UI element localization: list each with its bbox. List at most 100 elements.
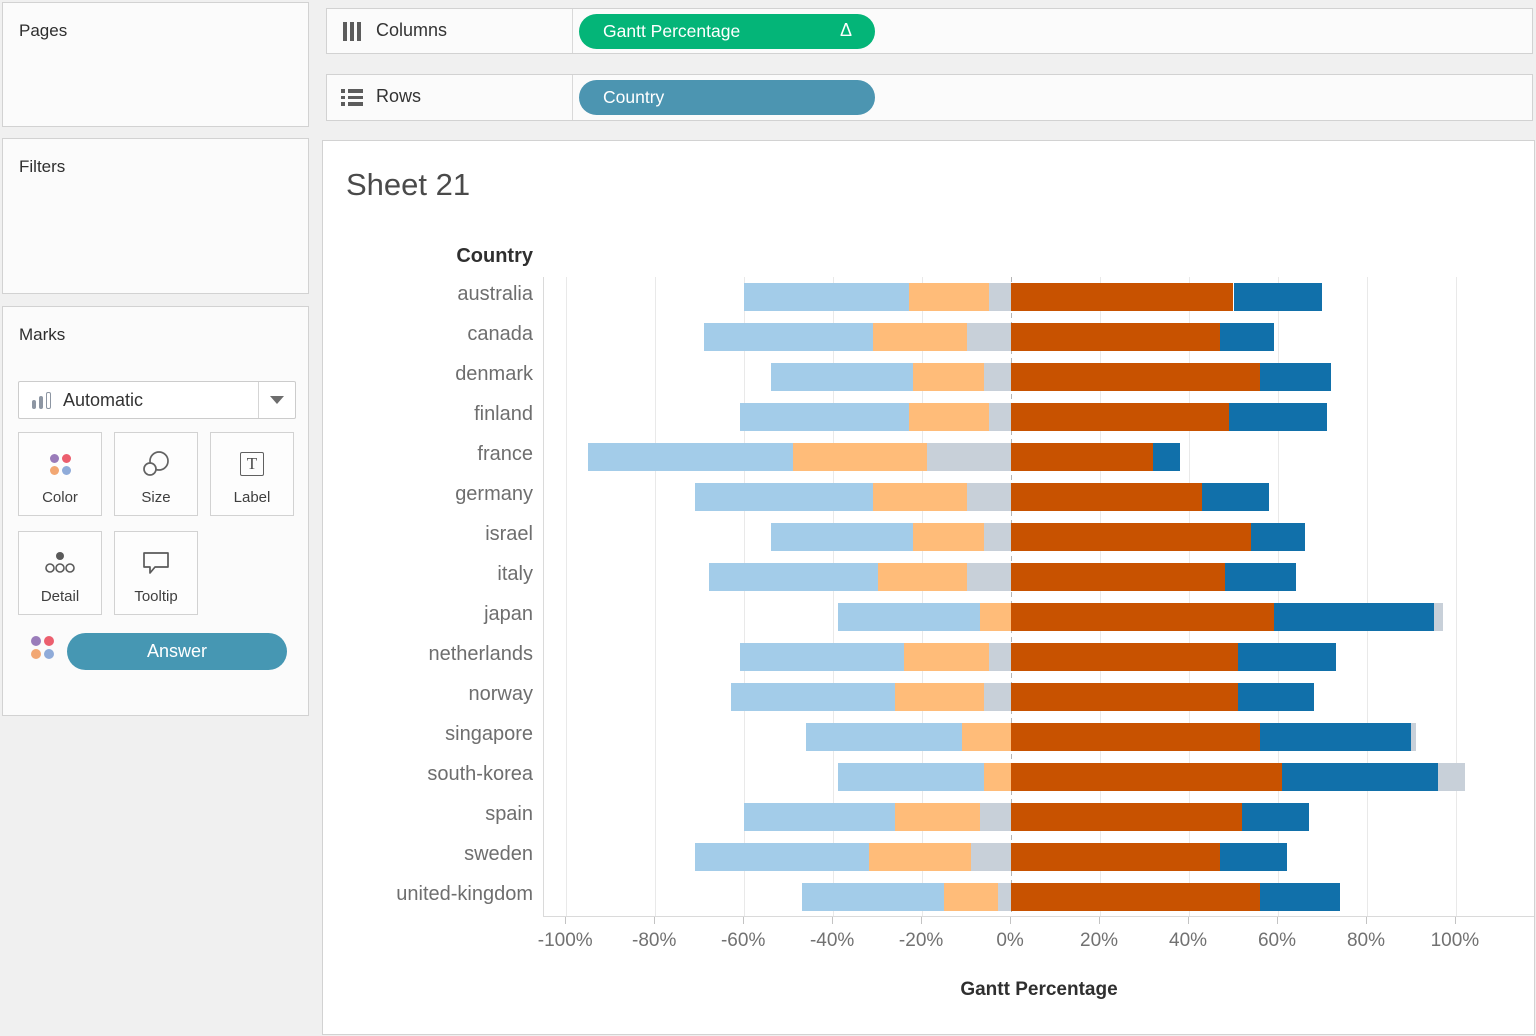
bar-segment-singapore-dark_blue[interactable] [1260,723,1412,751]
bar-segment-netherlands-light_blue[interactable] [739,643,905,671]
bar-segment-italy-light_blue[interactable] [708,563,878,591]
bar-segment-united-kingdom-dark_orange[interactable] [1011,883,1261,911]
row-label-sweden[interactable]: sweden [464,843,533,865]
mark-type-dropdown[interactable]: Automatic [18,381,296,419]
bar-segment-norway-dark_orange[interactable] [1011,683,1238,711]
bar-segment-finland-gray[interactable] [988,403,1012,431]
bar-segment-netherlands-gray[interactable] [988,643,1012,671]
bar-segment-denmark-light_blue[interactable] [770,363,914,391]
detail-button[interactable]: Detail [18,531,102,615]
bar-segment-denmark-dark_blue[interactable] [1260,363,1332,391]
bar-segment-norway-gray[interactable] [984,683,1012,711]
bar-segment-spain-dark_blue[interactable] [1242,803,1310,831]
bar-segment-norway-light_blue[interactable] [730,683,896,711]
bar-segment-germany-light_orange[interactable] [873,483,967,511]
bar-segment-australia-dark_blue[interactable] [1233,283,1323,311]
bar-segment-italy-gray[interactable] [966,563,1012,591]
bar-segment-finland-dark_orange[interactable] [1011,403,1230,431]
row-label-denmark[interactable]: denmark [455,363,533,385]
filters-shelf[interactable]: Filters [2,138,309,294]
bar-segment-sweden-gray[interactable] [971,843,1012,871]
bar-segment-finland-light_blue[interactable] [739,403,909,431]
bar-segment-japan-light_blue[interactable] [837,603,980,631]
row-label-germany[interactable]: germany [455,483,533,505]
bar-segment-israel-light_blue[interactable] [770,523,914,551]
bar-segment-japan-dark_orange[interactable] [1011,603,1274,631]
bar-segment-france-dark_orange[interactable] [1011,443,1154,471]
bar-segment-united-kingdom-gray[interactable] [997,883,1012,911]
bar-segment-israel-light_orange[interactable] [913,523,985,551]
label-button[interactable]: T Label [210,432,294,516]
bar-segment-netherlands-dark_orange[interactable] [1011,643,1238,671]
gantt-percentage-pill[interactable]: Gantt Percentage Δ [579,14,875,49]
bar-segment-south-korea-gray[interactable] [1438,763,1465,791]
row-label-norway[interactable]: norway [468,683,533,705]
color-button[interactable]: Color [18,432,102,516]
bar-segment-sweden-light_blue[interactable] [695,843,869,871]
mark-type-dropdown-arrow[interactable] [258,382,295,418]
bar-segment-italy-dark_orange[interactable] [1011,563,1225,591]
bar-segment-germany-dark_blue[interactable] [1202,483,1270,511]
row-label-south-korea[interactable]: south-korea [427,763,533,785]
bar-segment-australia-dark_orange[interactable] [1011,283,1234,311]
bar-segment-south-korea-light_orange[interactable] [984,763,1012,791]
bar-segment-italy-dark_blue[interactable] [1224,563,1296,591]
row-label-japan[interactable]: japan [484,603,533,625]
bar-segment-finland-light_orange[interactable] [908,403,989,431]
bar-segment-canada-gray[interactable] [966,323,1012,351]
bar-segment-japan-light_orange[interactable] [979,603,1012,631]
bar-segment-france-light_blue[interactable] [588,443,794,471]
bar-segment-germany-dark_orange[interactable] [1011,483,1203,511]
row-label-finland[interactable]: finland [474,403,533,425]
bar-segment-sweden-dark_orange[interactable] [1011,843,1221,871]
bar-segment-sweden-dark_blue[interactable] [1220,843,1287,871]
row-label-united-kingdom[interactable]: united-kingdom [396,883,533,905]
bar-segment-japan-dark_blue[interactable] [1273,603,1434,631]
size-button[interactable]: Size [114,432,198,516]
rows-shelf[interactable]: Rows Country [326,74,1533,121]
bar-segment-germany-gray[interactable] [966,483,1012,511]
row-label-australia[interactable]: australia [457,283,533,305]
bar-segment-sweden-light_orange[interactable] [868,843,972,871]
bar-segment-south-korea-light_blue[interactable] [837,763,985,791]
bar-segment-italy-light_orange[interactable] [877,563,967,591]
bar-segment-france-gray[interactable] [926,443,1012,471]
bar-segment-denmark-light_orange[interactable] [913,363,985,391]
bar-segment-spain-light_orange[interactable] [895,803,980,831]
bar-segment-singapore-gray[interactable] [1411,723,1416,751]
tooltip-button[interactable]: Tooltip [114,531,198,615]
bar-segment-israel-dark_orange[interactable] [1011,523,1252,551]
bar-segment-netherlands-dark_blue[interactable] [1237,643,1336,671]
bar-segment-australia-light_blue[interactable] [744,283,909,311]
row-label-italy[interactable]: italy [497,563,533,585]
country-pill[interactable]: Country [579,80,875,115]
bar-segment-france-dark_blue[interactable] [1153,443,1181,471]
answer-pill[interactable]: Answer [67,633,287,670]
bar-segment-south-korea-dark_blue[interactable] [1282,763,1439,791]
bar-segment-canada-dark_blue[interactable] [1220,323,1274,351]
bar-segment-spain-gray[interactable] [979,803,1012,831]
bar-segment-denmark-gray[interactable] [984,363,1012,391]
bar-segment-germany-light_blue[interactable] [695,483,874,511]
bar-segment-south-korea-dark_orange[interactable] [1011,763,1283,791]
bar-segment-canada-dark_orange[interactable] [1011,323,1221,351]
bar-segment-singapore-light_orange[interactable] [962,723,1012,751]
row-label-netherlands[interactable]: netherlands [428,643,533,665]
bar-segment-canada-light_orange[interactable] [873,323,967,351]
bar-segment-israel-gray[interactable] [984,523,1012,551]
bar-segment-spain-light_blue[interactable] [744,803,896,831]
bar-segment-united-kingdom-light_orange[interactable] [944,883,998,911]
bar-segment-norway-dark_blue[interactable] [1237,683,1314,711]
columns-shelf[interactable]: Columns Gantt Percentage Δ [326,8,1533,54]
bar-segment-israel-dark_blue[interactable] [1251,523,1305,551]
bar-segment-spain-dark_orange[interactable] [1011,803,1243,831]
bar-segment-japan-gray[interactable] [1433,603,1443,631]
row-label-israel[interactable]: israel [485,523,533,545]
bar-segment-australia-gray[interactable] [988,283,1012,311]
pages-shelf[interactable]: Pages [2,2,309,127]
bar-segment-singapore-dark_orange[interactable] [1011,723,1261,751]
bar-segment-united-kingdom-dark_blue[interactable] [1260,883,1341,911]
bar-segment-canada-light_blue[interactable] [704,323,874,351]
row-label-canada[interactable]: canada [467,323,533,345]
row-label-france[interactable]: france [477,443,533,465]
